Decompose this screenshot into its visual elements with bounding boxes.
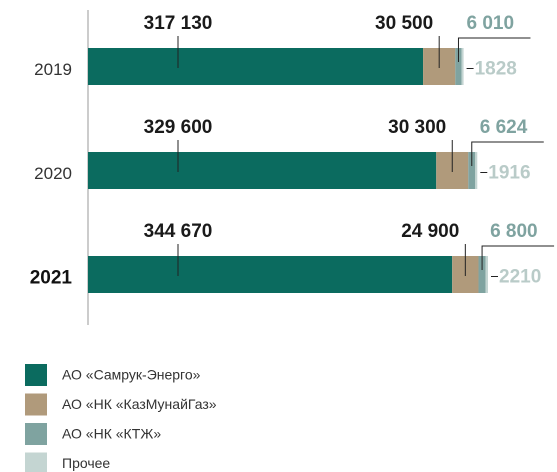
value-label: 6 624 — [480, 117, 528, 138]
value-label: 344 670 — [144, 221, 213, 242]
legend-swatch — [25, 393, 47, 416]
legend-label: Прочее — [62, 455, 110, 471]
legend-swatch — [25, 452, 47, 472]
legend-swatch — [25, 364, 47, 386]
label-leader — [481, 245, 555, 270]
bar-segment — [475, 152, 478, 189]
bar-segment — [88, 48, 424, 85]
category-label: 2019 — [34, 60, 72, 79]
bar-segment — [455, 48, 462, 85]
value-label: 2210 — [499, 267, 541, 288]
value-label: 1916 — [488, 163, 530, 184]
value-label: 30 300 — [388, 117, 446, 138]
label-leader — [471, 141, 544, 166]
bar-segment — [485, 256, 488, 293]
label-leader — [457, 37, 531, 62]
legend-label: АО «НК «КТЖ» — [62, 426, 161, 442]
bar-segment — [468, 152, 476, 189]
value-label: 1828 — [475, 59, 517, 80]
bar-segment — [478, 256, 486, 293]
value-label: 317 130 — [144, 13, 213, 34]
bar-segment — [88, 152, 437, 189]
value-label: 30 500 — [375, 13, 433, 34]
value-label: 24 900 — [401, 221, 459, 242]
value-label: 6 010 — [466, 13, 514, 34]
value-label: 6 800 — [490, 221, 538, 242]
category-label: 2021 — [30, 268, 73, 289]
legend-label: АО «Самрук-Энерго» — [62, 367, 201, 383]
bar-segment — [88, 256, 453, 293]
bar-segment — [461, 48, 464, 85]
legend-swatch — [25, 423, 47, 445]
legend-label: АО «НК «КазМунайГаз» — [62, 396, 217, 412]
category-label: 2020 — [34, 164, 72, 183]
value-label: 329 600 — [144, 117, 213, 138]
